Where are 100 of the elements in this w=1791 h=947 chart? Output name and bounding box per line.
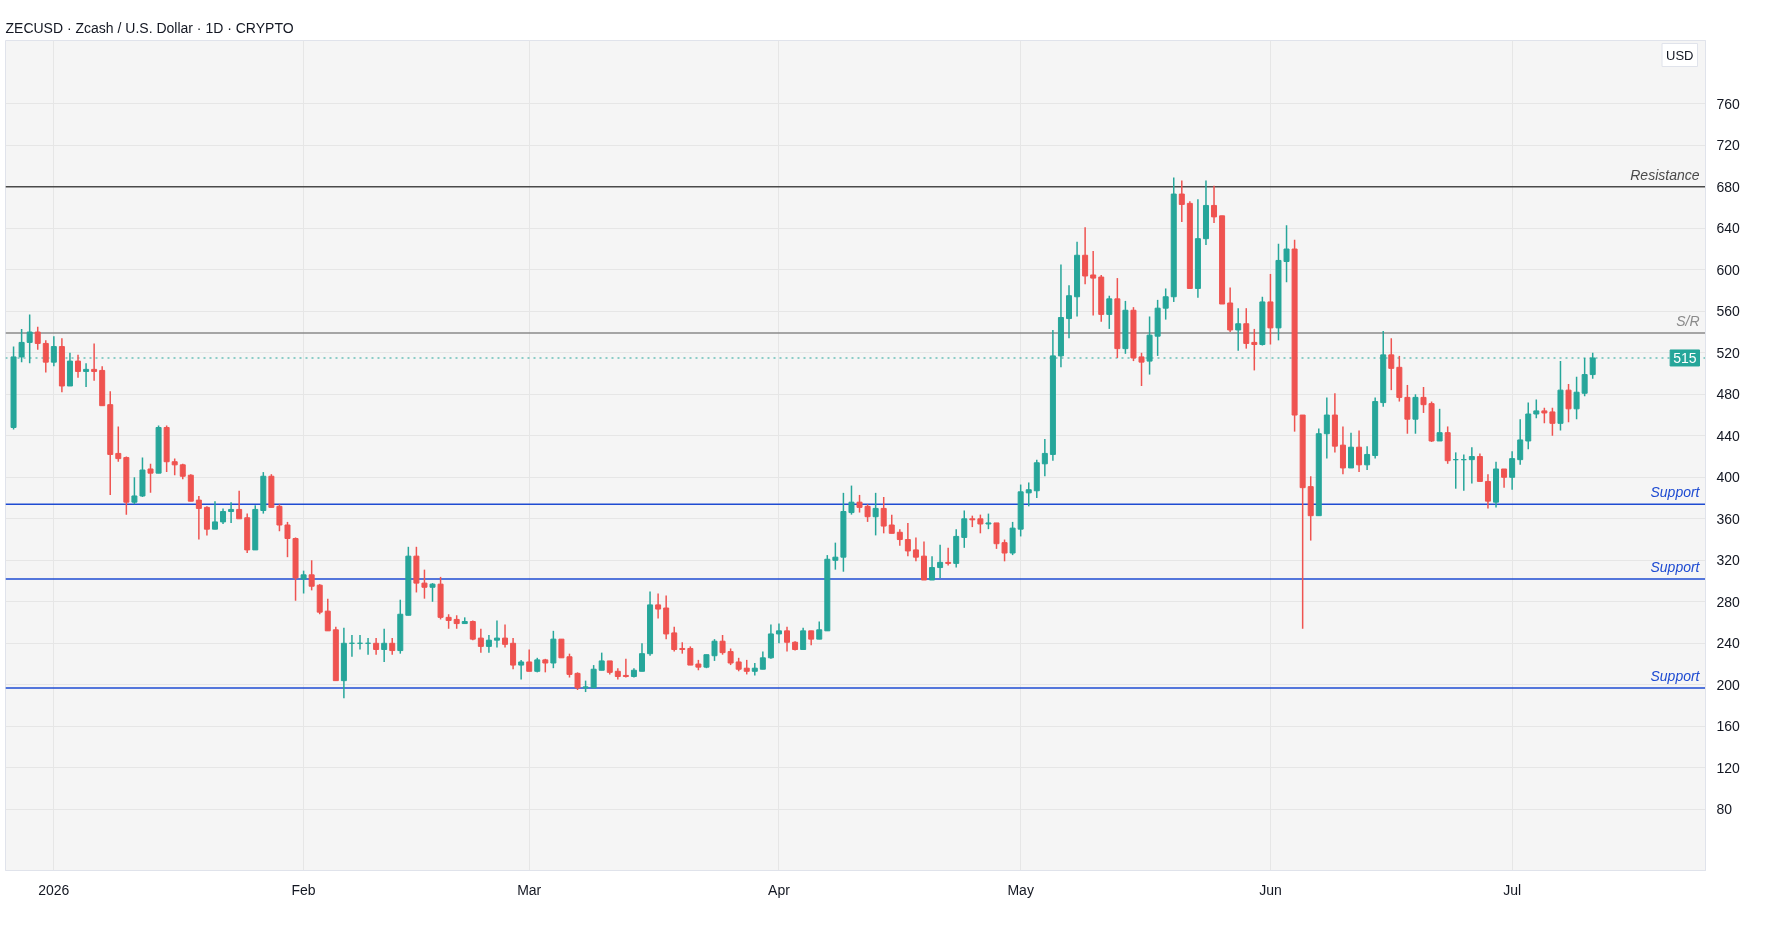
candlestick [1106, 294, 1113, 330]
candlestick [300, 569, 307, 595]
x-tick-label: May [1007, 881, 1034, 898]
candlestick [42, 339, 49, 374]
y-tick-label: 240 [1716, 635, 1741, 652]
candlestick [1162, 287, 1169, 321]
candlestick [1178, 179, 1185, 223]
candlestick [1468, 446, 1475, 485]
x-tick-label: Feb [291, 881, 316, 898]
y-tick-label: 720 [1716, 137, 1741, 154]
y-tick-label: 480 [1716, 386, 1741, 403]
ref-line-label: Support [1650, 558, 1701, 575]
y-tick-label: 760 [1716, 95, 1741, 112]
candlestick [1251, 328, 1258, 372]
candlestick [1533, 398, 1540, 419]
candlestick [1041, 438, 1048, 477]
candlestick [381, 628, 388, 663]
candlestick [872, 492, 879, 537]
candlestick [655, 592, 662, 620]
candlestick [526, 648, 533, 673]
ref-line-label: S/R [1676, 313, 1700, 330]
y-tick-label: 120 [1716, 759, 1741, 776]
ref-line-label: 515 [1673, 349, 1697, 366]
candlestick [1339, 425, 1346, 475]
candlestick [502, 623, 509, 649]
candlestick [1323, 396, 1330, 460]
candlestick [1364, 445, 1371, 471]
y-tick-label: 560 [1716, 303, 1741, 320]
y-tick-label: 680 [1716, 178, 1741, 195]
candlestick [1356, 429, 1363, 473]
candlestick [131, 476, 138, 506]
x-tick-label: Mar [517, 881, 542, 898]
candlestick [1348, 431, 1354, 469]
candlestick [888, 513, 895, 535]
candlestick [1412, 393, 1419, 435]
candlestick [832, 541, 839, 571]
candlestick [228, 501, 235, 524]
candlestick [1436, 408, 1443, 442]
y-tick-label: 280 [1716, 593, 1741, 610]
candlestick [622, 658, 629, 679]
candlestick [775, 622, 782, 645]
candlestick [590, 664, 597, 689]
candlestick [34, 326, 41, 351]
candlestick [1484, 473, 1491, 510]
candlestick [550, 630, 557, 669]
candlestick [961, 509, 968, 549]
candlestick [477, 628, 484, 654]
candlestick [671, 625, 678, 653]
candlestick [195, 495, 202, 541]
candlestick [1243, 307, 1250, 350]
candlestick [800, 626, 807, 651]
candlestick [1501, 468, 1508, 489]
candlestick [1090, 250, 1097, 317]
candlestick [1565, 383, 1572, 424]
candlestick [880, 496, 887, 535]
y-tick-label: 600 [1716, 261, 1741, 278]
candlestick [937, 543, 944, 579]
y-tick-label: 520 [1716, 344, 1741, 361]
candlestick [147, 463, 154, 494]
candlestick [1211, 185, 1218, 224]
candlestick [1082, 226, 1089, 286]
y-tick-label: 640 [1716, 220, 1741, 237]
candlestick [912, 536, 919, 563]
candlestick [1517, 418, 1524, 466]
candlestick [83, 362, 90, 388]
candlestick [510, 637, 517, 670]
x-tick-label: 2026 [38, 881, 70, 898]
candlestick [1025, 481, 1032, 508]
x-tick-label: Apr [768, 881, 791, 898]
candlestick [115, 425, 122, 463]
candlestick [308, 559, 315, 592]
x-tick-label: Jul [1503, 881, 1522, 898]
chart-title: ZECUSD · Zcash / U.S. Dollar · 1D · CRYPTO [5, 19, 294, 36]
candlestick [1388, 337, 1395, 391]
candlestick [324, 597, 331, 632]
candlestick [1235, 307, 1242, 352]
y-tick-label: 160 [1716, 718, 1741, 735]
candlestick [91, 342, 98, 382]
ref-line-label: Support [1650, 484, 1701, 501]
candlestick [203, 505, 210, 537]
candlestick [236, 490, 243, 520]
y-tick-label: 440 [1716, 427, 1741, 444]
candlestick [1404, 384, 1411, 435]
candlestick [429, 582, 436, 603]
candlestick [493, 619, 500, 649]
y-tick-label: 360 [1716, 510, 1741, 527]
candlestick [784, 625, 791, 653]
candlestick [929, 555, 936, 581]
candlestick [1066, 284, 1072, 340]
y-tick-label: 200 [1716, 676, 1741, 693]
y-tick-label: 320 [1716, 552, 1741, 569]
candlestick [211, 500, 218, 530]
candlestick [977, 513, 984, 535]
ref-line-label: Resistance [1630, 166, 1700, 183]
candlestick [767, 623, 774, 660]
annotation: USD [1666, 47, 1694, 63]
candlestick [421, 568, 428, 600]
candlestick [639, 642, 645, 673]
candlestick [1509, 450, 1516, 491]
candlestick [75, 354, 82, 379]
